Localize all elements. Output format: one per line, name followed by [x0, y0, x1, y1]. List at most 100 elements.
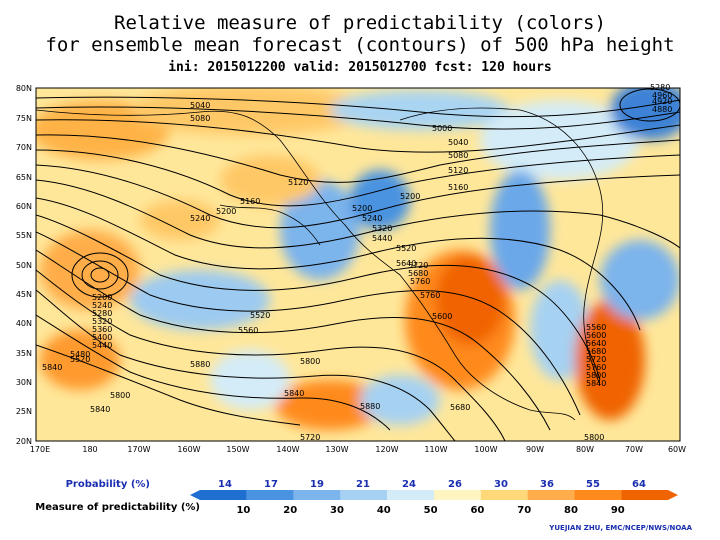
lon-label: 120W: [375, 445, 398, 454]
colorbar-swatch: [340, 490, 388, 500]
contour-label: 5840: [284, 389, 304, 398]
probability-tick: 55: [586, 479, 600, 490]
contour-label: 5720: [586, 355, 606, 364]
contour-label: 5280: [650, 83, 670, 92]
colorbar-right-arrow: [668, 490, 678, 500]
contour-label: 5800: [300, 357, 320, 366]
probability-tick: 21: [356, 479, 370, 490]
longitude-labels: 170E 180 170W 160W 150W 140W 130W 120W 1…: [30, 445, 686, 454]
contour-label: 5240: [190, 214, 210, 223]
predictability-tick: 10: [236, 505, 250, 516]
contour-label: 5760: [586, 363, 606, 372]
lon-label: 130W: [325, 445, 348, 454]
contour-label: 5360: [92, 325, 112, 334]
contour-label: 5160: [448, 183, 468, 192]
contour-label: 5720: [300, 433, 320, 442]
probability-tick: 30: [494, 479, 508, 490]
contour-label: 5680: [586, 347, 606, 356]
contour-label: 5080: [448, 151, 468, 160]
contour-label: 5000: [432, 124, 452, 133]
contour-label: 5560: [238, 326, 258, 335]
lon-label: 70W: [625, 445, 643, 454]
lat-label: 35N: [16, 349, 32, 358]
colorbar-swatch: [200, 490, 247, 500]
probability-label: Probability (%): [66, 479, 150, 490]
credit-text: YUEJIAN ZHU, EMC/NCEP/NWS/NOAA: [549, 524, 692, 532]
title-line-1: Relative measure of predictability (colo…: [114, 12, 606, 34]
latitude-labels: 80N 75N 70N 65N 60N 55N 50N 45N 40N 35N …: [16, 84, 32, 446]
predictability-label: Measure of predictability (%): [35, 502, 200, 513]
probability-tick: 19: [310, 479, 324, 490]
contour-label: 5080: [190, 114, 210, 123]
lon-label: 170W: [127, 445, 150, 454]
contour-label: 5200: [352, 204, 372, 213]
contour-label: 5680: [408, 269, 428, 278]
contour-label: 5760: [410, 277, 430, 286]
contour-label: 5520: [396, 244, 416, 253]
lat-label: 65N: [16, 173, 32, 182]
contour-label: 5320: [372, 224, 392, 233]
lat-label: 30N: [16, 378, 32, 387]
colorbar-swatch: [621, 490, 668, 500]
contour-label: 5640: [396, 259, 416, 268]
predictability-tick: 20: [283, 505, 297, 516]
contour-label: 4960: [652, 91, 672, 100]
contour-label: 5800: [110, 391, 130, 400]
contour-label: 5120: [448, 166, 468, 175]
predictability-tick: 90: [611, 505, 625, 516]
colorbar-swatch: [434, 490, 481, 500]
lat-label: 25N: [16, 407, 32, 416]
contour-label: 5840: [42, 363, 62, 372]
lat-label: 60N: [16, 202, 32, 211]
colorbar-left-arrow: [190, 490, 200, 500]
lon-label: 170E: [30, 445, 50, 454]
predictability-tick: 50: [424, 505, 438, 516]
contour-label: 5240: [362, 214, 382, 223]
contour-label: 5560: [586, 323, 606, 332]
height-contours: [36, 88, 680, 441]
contour-label: 5840: [90, 405, 110, 414]
contour-label: 5160: [240, 197, 260, 206]
predictability-tick: 70: [517, 505, 531, 516]
colorbar-swatch: [480, 490, 528, 500]
contour-label: 5840: [586, 379, 606, 388]
colorbar-swatch: [246, 490, 294, 500]
lat-label: 20N: [16, 437, 32, 446]
contour-label: 5800: [584, 433, 604, 442]
contour-label: 4920: [652, 97, 672, 106]
contour-label: 5440: [92, 341, 112, 350]
predictability-tick: 80: [564, 505, 578, 516]
contour-label: 5880: [360, 402, 380, 411]
lat-label: 70N: [16, 143, 32, 152]
contour-label: 5800: [586, 371, 606, 380]
colorbar-swatch: [527, 490, 575, 500]
contour-labels: 5040 5080 5000 5040 5080 5120 5120 5160 …: [42, 83, 672, 442]
lon-label: 100W: [474, 445, 497, 454]
probability-tick: 24: [402, 479, 416, 490]
contour-label: 5880: [190, 360, 210, 369]
contour-label: 5440: [372, 234, 392, 243]
lon-label: 80W: [576, 445, 594, 454]
contour-label: 5640: [586, 339, 606, 348]
coastlines: [36, 107, 604, 421]
predictability-tick: 30: [330, 505, 344, 516]
lat-label: 45N: [16, 290, 32, 299]
predictability-tick: 40: [377, 505, 391, 516]
lat-label: 40N: [16, 319, 32, 328]
contour-label: 5600: [432, 312, 452, 321]
contour-label: 5400: [92, 333, 112, 342]
contour-label: 5040: [448, 138, 468, 147]
colorbar-swatch: [574, 490, 622, 500]
contour-label: 5200: [216, 207, 236, 216]
lon-label: 180: [82, 445, 97, 454]
contour-label: 4880: [652, 105, 672, 114]
map-frame: [35, 87, 681, 442]
lat-label: 50N: [16, 261, 32, 270]
lon-label: 150W: [226, 445, 249, 454]
colorbar-swatch: [293, 490, 341, 500]
contour-label: 5120: [288, 178, 308, 187]
lat-label: 80N: [16, 84, 32, 93]
contour-label: 5480: [70, 350, 90, 359]
probability-tick: 64: [632, 479, 646, 490]
colorbar-swatch: [387, 490, 434, 500]
